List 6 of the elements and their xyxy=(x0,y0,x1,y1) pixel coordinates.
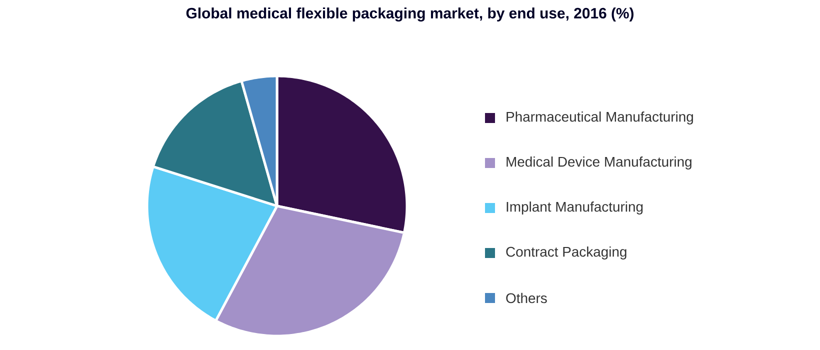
legend-label: Contract Packaging xyxy=(506,246,626,260)
legend-label: Others xyxy=(506,292,547,304)
legend-label: Implant Manufacturing xyxy=(506,201,643,214)
chart-title: Global medical flexible packaging market, by end use, 2016 (%) xyxy=(186,8,634,22)
legend-label: Pharmaceutical Manufacturing xyxy=(506,111,693,124)
legend-label: Medical Device Manufacturing xyxy=(506,156,692,170)
